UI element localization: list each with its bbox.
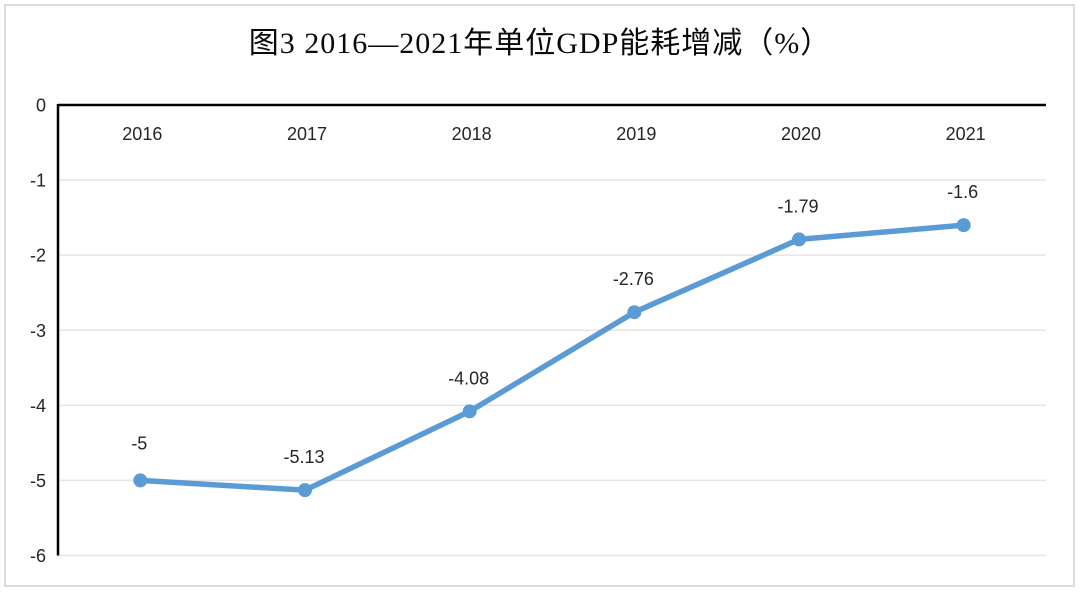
data-point-marker-2020 xyxy=(792,232,806,247)
x-axis-label-2020: 2020 xyxy=(781,124,821,144)
y-tick-label: -3 xyxy=(30,321,46,341)
chart-border xyxy=(4,4,1075,587)
data-series-line xyxy=(137,222,967,493)
x-axis-label-2018: 2018 xyxy=(452,124,492,144)
data-point-marker-2021 xyxy=(956,218,971,233)
data-point-marker-2016 xyxy=(133,473,148,488)
x-axis-label-2019: 2019 xyxy=(616,124,656,144)
data-point-label-2016: -5 xyxy=(131,433,147,453)
data-point-label-2018: -4.08 xyxy=(448,368,489,388)
data-point-label-2017: -5.13 xyxy=(283,447,324,467)
y-tick-label: -6 xyxy=(30,546,46,566)
x-axis-label-2021: 2021 xyxy=(946,124,986,144)
x-axis-label-2016: 2016 xyxy=(122,124,162,144)
data-point-label-2021: -1.6 xyxy=(947,182,978,202)
data-point-label-2020: -1.79 xyxy=(777,196,818,216)
data-point-marker-2019 xyxy=(627,305,642,320)
data-point-label-2019: -2.76 xyxy=(613,269,654,289)
x-axis-label-2017: 2017 xyxy=(287,124,327,144)
y-tick-label: -4 xyxy=(30,396,46,416)
y-tick-label: 0 xyxy=(36,96,46,116)
y-tick-label: -5 xyxy=(30,471,46,491)
data-point-marker-2018 xyxy=(462,404,477,419)
y-tick-label: -1 xyxy=(30,171,46,191)
chart-title: 图3 2016—2021年单位GDP能耗增减（%） xyxy=(248,27,832,60)
y-tick-label: -2 xyxy=(30,246,46,266)
data-point-marker-2017 xyxy=(298,483,312,498)
